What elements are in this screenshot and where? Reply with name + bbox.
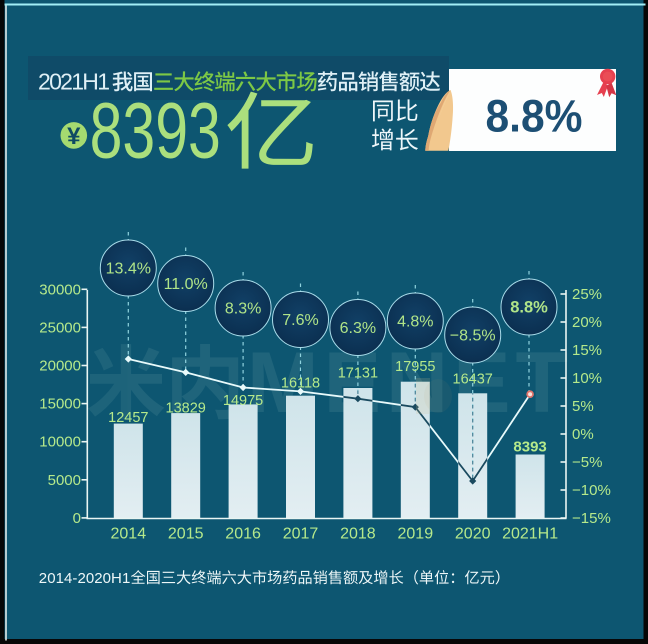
svg-text:17131: 17131 xyxy=(338,366,378,382)
svg-text:15000: 15000 xyxy=(39,396,81,413)
svg-text:−15%: −15% xyxy=(572,510,611,527)
svg-text:2014-2020H1: 2014-2020H1 xyxy=(39,570,131,587)
svg-text:16437: 16437 xyxy=(453,372,493,388)
svg-text:17955: 17955 xyxy=(395,359,435,375)
svg-text:2019: 2019 xyxy=(398,526,434,543)
svg-text:4.8%: 4.8% xyxy=(397,314,433,331)
svg-text:2016: 2016 xyxy=(225,526,261,543)
svg-text:2015: 2015 xyxy=(168,526,204,543)
svg-text:25000: 25000 xyxy=(39,319,81,336)
svg-text:13.4%: 13.4% xyxy=(106,261,151,278)
svg-text:2014: 2014 xyxy=(111,526,147,543)
svg-text:30000: 30000 xyxy=(39,281,81,298)
svg-text:5000: 5000 xyxy=(48,472,81,489)
svg-text:5%: 5% xyxy=(572,398,594,415)
svg-text:16118: 16118 xyxy=(281,375,320,391)
svg-text:0: 0 xyxy=(73,510,81,527)
svg-text:20%: 20% xyxy=(572,314,602,331)
svg-text:8.8%: 8.8% xyxy=(486,91,583,142)
svg-text:8393: 8393 xyxy=(513,438,546,455)
svg-text:2017: 2017 xyxy=(283,526,319,543)
svg-text:2018: 2018 xyxy=(340,526,376,543)
svg-text:10000: 10000 xyxy=(39,434,81,451)
svg-text:6.3%: 6.3% xyxy=(340,320,376,337)
svg-text:−5%: −5% xyxy=(572,454,602,471)
svg-text:0%: 0% xyxy=(572,426,594,443)
svg-text:−10%: −10% xyxy=(572,482,611,499)
svg-text:8393: 8393 xyxy=(90,86,221,175)
svg-text:−8.5%: −8.5% xyxy=(450,328,496,345)
svg-text:12457: 12457 xyxy=(108,410,148,426)
svg-text:¥: ¥ xyxy=(67,123,81,150)
svg-text:10%: 10% xyxy=(572,370,602,387)
svg-text:8.3%: 8.3% xyxy=(225,301,261,318)
svg-text:14975: 14975 xyxy=(223,393,263,409)
svg-text:2021H1: 2021H1 xyxy=(38,69,110,95)
svg-text:8.8%: 8.8% xyxy=(510,299,548,317)
svg-text:2020: 2020 xyxy=(455,526,491,543)
svg-text:25%: 25% xyxy=(572,286,602,303)
svg-text:15%: 15% xyxy=(572,342,602,359)
svg-text:7.6%: 7.6% xyxy=(282,312,318,329)
svg-text:13829: 13829 xyxy=(166,401,206,417)
svg-text:20000: 20000 xyxy=(39,358,81,375)
svg-text:11.0%: 11.0% xyxy=(164,276,208,293)
svg-text:2021H1: 2021H1 xyxy=(502,526,558,543)
